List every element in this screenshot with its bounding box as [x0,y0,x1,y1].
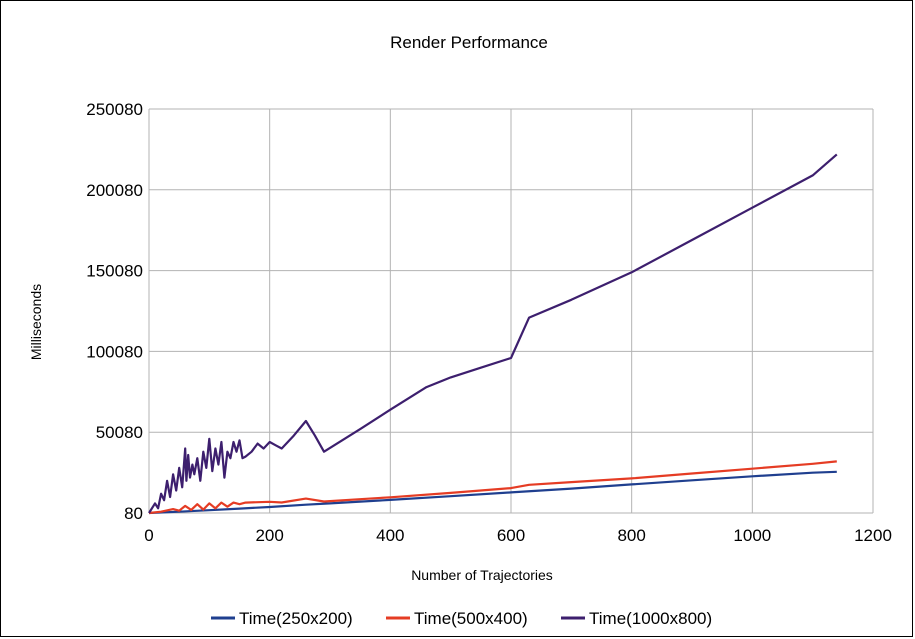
x-tick-label: 400 [376,526,404,545]
y-tick-label: 100080 [86,342,143,361]
x-tick-label: 600 [497,526,525,545]
y-tick-label: 200080 [86,181,143,200]
y-axis-label: Milliseconds [28,284,44,360]
gridlines [148,108,874,514]
x-axis-label: Number of Trajectories [411,567,553,583]
series-line-3 [148,153,838,514]
x-tick-label: 1000 [733,526,771,545]
y-tick-label: 250080 [86,100,143,119]
legend: Time(250x200) Time(500x400) Time(1000x800) [211,609,712,628]
y-tick-labels: 80 50080 100080 150080 200080 250080 [86,100,143,523]
x-tick-label: 200 [255,526,283,545]
y-tick-label: 50080 [96,423,143,442]
x-tick-label: 0 [144,526,153,545]
x-tick-label: 1200 [854,526,892,545]
y-tick-label: 150080 [86,262,143,281]
x-tick-label: 800 [617,526,645,545]
y-tick-label: 80 [124,504,143,523]
series-line-1 [148,470,837,515]
legend-label-1: Time(250x200) [239,609,353,628]
legend-label-2: Time(500x400) [414,609,528,628]
series-line-2 [148,460,837,515]
x-tick-labels: 0 200 400 600 800 1000 1200 [144,526,892,545]
series-lines [148,153,838,515]
chart-title: Render Performance [390,33,548,52]
legend-label-3: Time(1000x800) [589,609,712,628]
